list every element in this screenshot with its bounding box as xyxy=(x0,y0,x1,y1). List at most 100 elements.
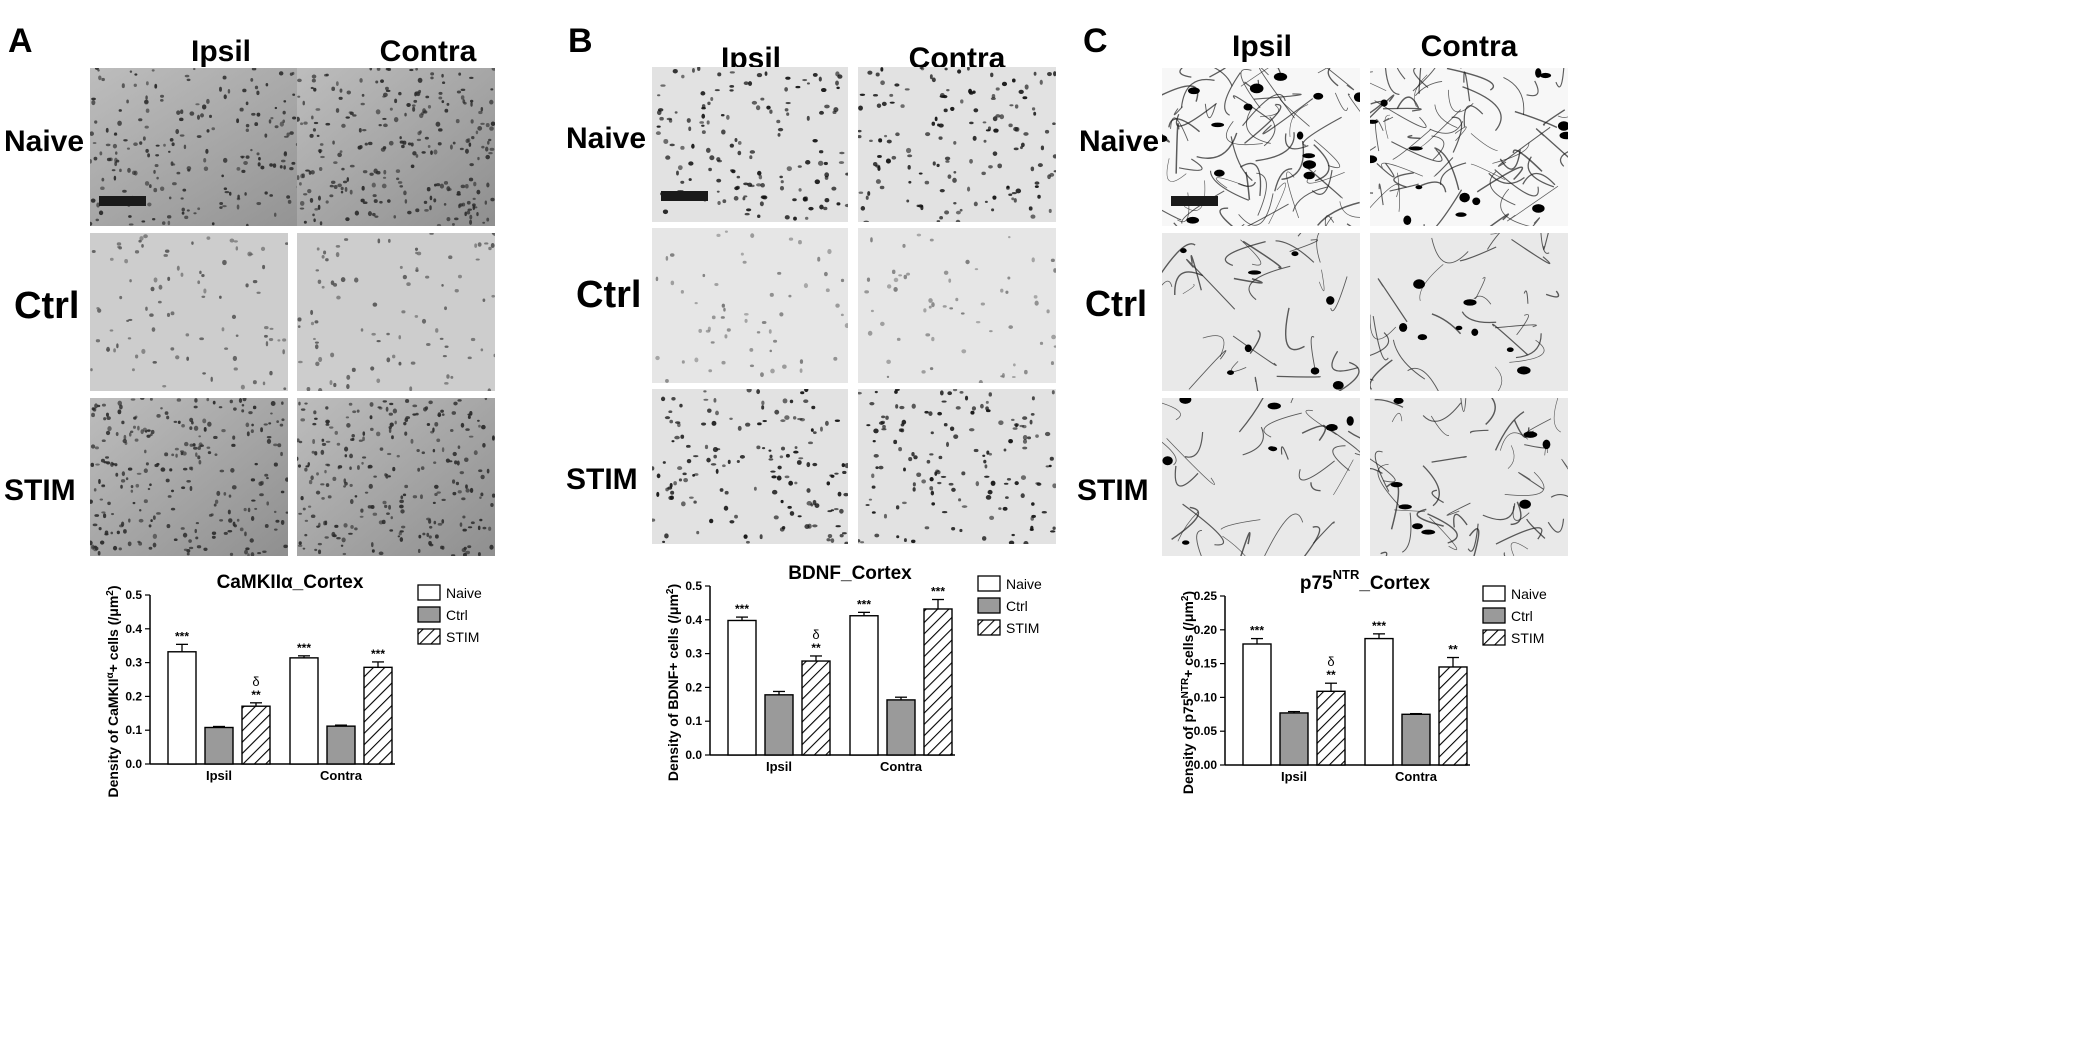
chart-title: BDNF_Cortex xyxy=(788,563,912,584)
row-label-ctrl: Ctrl xyxy=(14,285,80,327)
bar-naive-ipsil xyxy=(167,651,197,765)
legend-label-naive: Naive xyxy=(446,585,482,601)
y-tick-label: 0.20 xyxy=(1194,623,1218,637)
significance-marker: *** xyxy=(371,647,385,661)
micrograph-naive-contra xyxy=(858,67,1056,222)
bar-stim-ipsil xyxy=(801,660,831,756)
y-tick-label: 0.4 xyxy=(685,613,702,627)
y-tick-label: 0.10 xyxy=(1194,690,1218,704)
y-tick-label: 0.00 xyxy=(1194,758,1218,772)
column-header-contra: Contra xyxy=(1420,30,1518,63)
y-tick-label: 0.05 xyxy=(1194,724,1218,738)
x-category-ipsil: Ipsil xyxy=(1281,769,1307,784)
panel-a: A Ipsil Contra Naive Ctrl STIM CaMKIIα_C… xyxy=(0,0,520,1045)
delta-marker: δ xyxy=(1327,654,1334,669)
y-tick-label: 0.5 xyxy=(685,579,702,593)
legend-label-ctrl: Ctrl xyxy=(1511,608,1533,624)
legend-swatch-stim xyxy=(977,619,1001,636)
micrograph-stim-ipsil xyxy=(1162,398,1360,556)
legend-swatch-naive xyxy=(977,575,1001,592)
significance-marker: *** xyxy=(931,585,945,599)
row-label-ctrl: Ctrl xyxy=(1085,283,1147,324)
bar-naive-contra xyxy=(1364,637,1394,766)
column-header-ipsil: Ipsil xyxy=(1231,30,1292,63)
bar-stim-ipsil xyxy=(1316,690,1346,766)
legend-label-stim: STIM xyxy=(1006,620,1039,636)
bar-naive-contra xyxy=(289,657,319,765)
delta-marker: δ xyxy=(812,627,819,642)
legend-label-naive: Naive xyxy=(1006,576,1042,592)
y-tick-label: 0.4 xyxy=(125,622,142,636)
micrograph-ctrl-ipsil xyxy=(90,233,288,391)
panel-letter-c: C xyxy=(1083,22,1108,60)
y-axis-label: Density of CaMKIIα+ cells (/μm2) xyxy=(105,585,121,797)
legend-swatch-ctrl xyxy=(977,597,1001,614)
bar-ctrl-contra xyxy=(886,699,916,756)
bar-ctrl-contra xyxy=(326,725,356,765)
y-tick-label: 0.0 xyxy=(125,757,142,771)
bar-naive-ipsil xyxy=(727,619,757,756)
significance-marker: *** xyxy=(1372,619,1386,633)
significance-marker: ** xyxy=(1448,643,1458,657)
scale-bar xyxy=(661,191,708,201)
significance-marker: ** xyxy=(251,688,261,702)
micrograph-ctrl-ipsil xyxy=(652,228,848,383)
legend-swatch-ctrl xyxy=(1482,607,1506,624)
micrograph-stim-contra xyxy=(858,389,1056,544)
y-tick-label: 0.3 xyxy=(125,656,142,670)
legend-label-ctrl: Ctrl xyxy=(1006,598,1028,614)
y-axis-label: Density of p75NTR+ cells (/μm2) xyxy=(1180,591,1196,794)
significance-marker: *** xyxy=(857,597,871,611)
column-header-ipsil: Ipsil xyxy=(190,35,251,68)
micrograph-ctrl-contra xyxy=(1370,233,1568,391)
legend-swatch-stim xyxy=(417,628,441,645)
bar-ctrl-contra xyxy=(1401,713,1431,766)
micrograph-ctrl-contra xyxy=(297,233,495,391)
chart-bdnf: BDNF_Cortex 0.0 0.1 0.2 0.3 0.4 0.5 Density of … xyxy=(665,563,1042,781)
bar-ctrl-ipsil xyxy=(204,726,234,765)
panel-letter-b: B xyxy=(568,22,593,60)
x-category-ipsil: Ipsil xyxy=(206,768,232,783)
y-tick-label: 0.1 xyxy=(125,723,142,737)
legend-swatch-ctrl xyxy=(417,606,441,623)
x-category-contra: Contra xyxy=(880,759,923,774)
micrograph-stim-ipsil xyxy=(652,389,848,544)
legend-label-naive: Naive xyxy=(1511,586,1547,602)
chart-camkii: CaMKIIα_Cortex 0.0 0.1 0.2 0.3 0.4 0.5 Density … xyxy=(105,572,482,798)
significance-marker: *** xyxy=(735,602,749,616)
row-label-stim: STIM xyxy=(1077,474,1149,507)
row-label-naive: Naive xyxy=(566,122,647,155)
y-axis-label: Density of BDNF+ cells (/μm2) xyxy=(665,584,681,781)
micrograph-stim-contra xyxy=(1370,398,1568,556)
column-header-contra: Contra xyxy=(379,35,477,68)
micrograph-naive-contra xyxy=(297,68,495,226)
legend-swatch-naive xyxy=(417,584,441,601)
row-label-naive: Naive xyxy=(1079,125,1160,158)
y-tick-label: 0.25 xyxy=(1194,589,1218,603)
chart-title: p75NTR_Cortex xyxy=(1300,567,1431,594)
y-tick-label: 0.15 xyxy=(1194,657,1218,671)
y-tick-label: 0.3 xyxy=(685,647,702,661)
legend-swatch-naive xyxy=(1482,585,1506,602)
legend-label-ctrl: Ctrl xyxy=(446,607,468,623)
bar-ctrl-ipsil xyxy=(1279,712,1309,766)
legend-label-stim: STIM xyxy=(446,629,479,645)
significance-marker: ** xyxy=(1326,668,1336,682)
x-category-contra: Contra xyxy=(320,768,363,783)
bar-stim-contra xyxy=(1438,666,1468,766)
row-label-ctrl: Ctrl xyxy=(576,274,642,316)
bar-naive-ipsil xyxy=(1242,643,1272,766)
panel-b: B Ipsil Contra Naive Ctrl STIM BDNF_Cort… xyxy=(560,0,1080,1045)
chart-title: CaMKIIα_Cortex xyxy=(217,572,364,593)
panel-letter-a: A xyxy=(8,22,33,60)
significance-marker: *** xyxy=(1250,624,1264,638)
y-tick-label: 0.5 xyxy=(125,588,142,602)
bar-stim-contra xyxy=(923,608,953,756)
micrograph-ctrl-contra xyxy=(858,228,1056,383)
y-tick-label: 0.2 xyxy=(125,689,142,703)
bar-stim-contra xyxy=(363,666,393,765)
chart-p75ntr: p75NTR_Cortex 0.00 0.05 0.10 0.15 0.20 0.25Den… xyxy=(1180,567,1547,794)
legend-label-stim: STIM xyxy=(1511,630,1544,646)
micrograph-ctrl-ipsil xyxy=(1162,233,1360,391)
delta-marker: δ xyxy=(252,674,259,689)
